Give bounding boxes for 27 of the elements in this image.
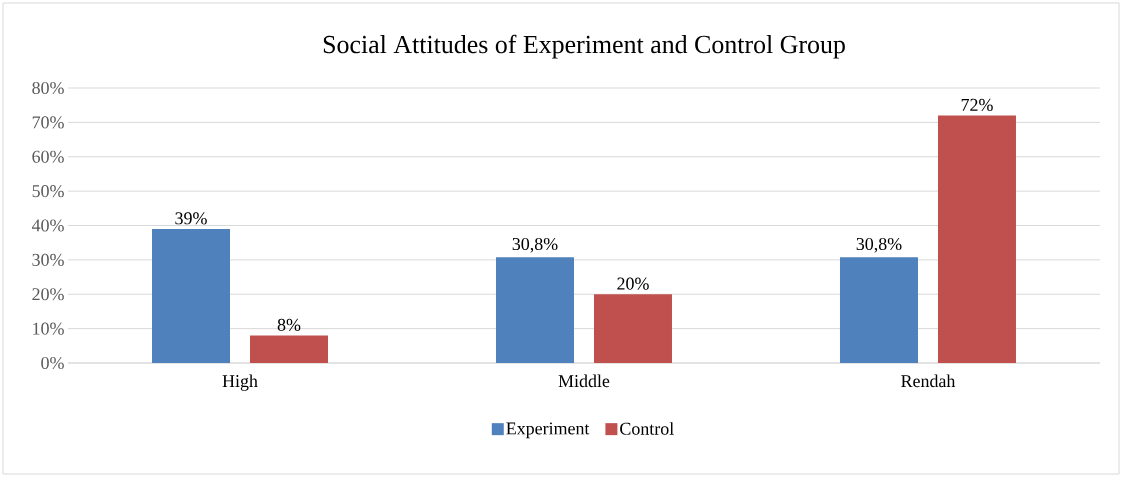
data-label: 8%	[277, 318, 301, 331]
data-label: 30,8%	[856, 237, 902, 253]
x-tick-label: Rendah	[901, 374, 956, 388]
x-tick-label: Middle	[558, 374, 610, 388]
y-tick-label: 50%	[32, 185, 64, 198]
y-tick-label: 60%	[32, 150, 64, 163]
data-label: 20%	[617, 277, 649, 290]
y-tick-label: 80%	[32, 81, 64, 95]
y-tick-label: 20%	[32, 288, 64, 301]
bar	[495, 257, 574, 363]
data-label: 30,8%	[512, 237, 558, 253]
bar	[839, 257, 918, 363]
y-tick-label: 30%	[32, 253, 64, 266]
bar	[593, 294, 672, 363]
y-tick-label: 40%	[31, 219, 64, 232]
y-tick-label: 10%	[33, 322, 64, 335]
data-label: 72%	[961, 98, 993, 111]
y-tick-label: 70%	[32, 116, 64, 129]
x-tick-label: High	[222, 374, 258, 391]
bar	[937, 115, 1016, 363]
bar	[151, 228, 230, 363]
legend-label: Control	[620, 422, 674, 435]
chart-title: Social Attitudes of Experiment and Control Group	[323, 34, 845, 59]
legend-label: Experiment	[506, 422, 590, 439]
bar	[250, 335, 328, 363]
y-tick-label: 0%	[41, 356, 64, 370]
data-label: 39%	[175, 212, 207, 225]
